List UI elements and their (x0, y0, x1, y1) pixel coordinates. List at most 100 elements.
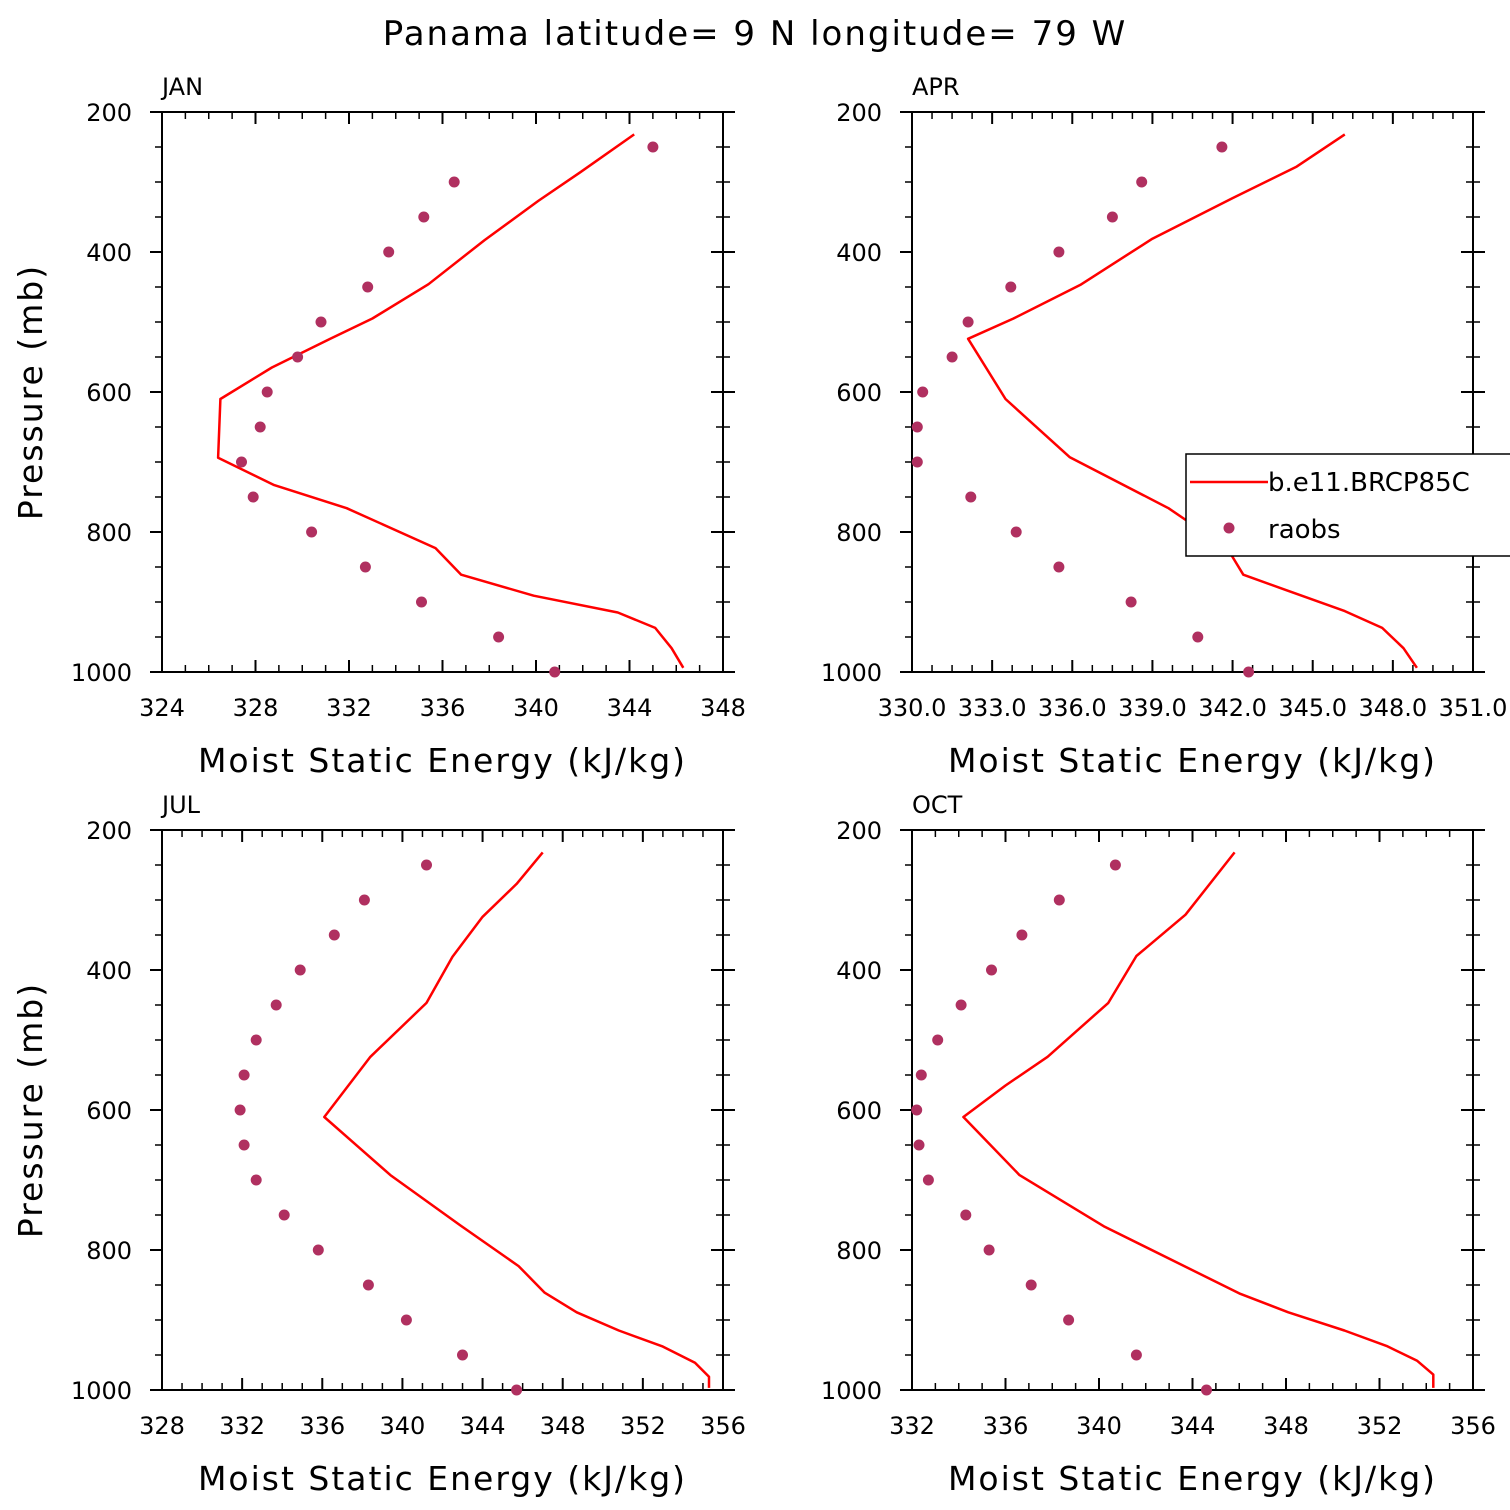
x-tick-label: 348.0 (1358, 694, 1427, 722)
raobs-point (315, 316, 327, 328)
raobs-point (261, 386, 273, 398)
raobs-point (922, 1174, 934, 1186)
x-tick-label: 344 (607, 694, 653, 722)
legend: b.e11.BRCP85C raobs (1185, 453, 1510, 557)
raobs-point (416, 596, 427, 608)
raobs-point (250, 1034, 262, 1046)
raobs-point (913, 1139, 925, 1151)
raobs-point (421, 859, 432, 871)
x-tick-label: 345.0 (1278, 694, 1347, 722)
model-line (962, 851, 1435, 1388)
raobs-point (1106, 211, 1118, 223)
raobs-point (1216, 141, 1228, 153)
raobs-point (1136, 176, 1148, 188)
raobs-point (1109, 859, 1121, 871)
y-tick-label: 200 (86, 817, 132, 845)
y-tick-label: 400 (86, 957, 132, 985)
raobs-point (254, 421, 266, 433)
raobs-point (247, 491, 259, 503)
plot-frame (911, 111, 1474, 673)
raobs-point (362, 1279, 374, 1291)
y-tick-label: 400 (86, 239, 132, 267)
x-tick-label: 336.0 (1038, 694, 1107, 722)
raobs-point (1201, 1384, 1212, 1396)
raobs-point (292, 351, 304, 363)
x-axis-label: Moist Static Energy (kJ/kg) (198, 741, 687, 780)
y-tick-label: 1000 (821, 659, 882, 687)
x-tick-label: 336 (299, 1412, 345, 1440)
y-tick-label: 800 (836, 519, 882, 547)
x-tick-label: 332 (219, 1412, 265, 1440)
y-tick-label: 1000 (821, 1377, 882, 1405)
x-axis-label: Moist Static Energy (kJ/kg) (948, 741, 1437, 780)
raobs-point (647, 141, 659, 153)
x-tick-label: 333.0 (958, 694, 1027, 722)
raobs-point (236, 456, 247, 468)
panel-title: OCT (912, 791, 963, 819)
raobs-point (238, 1139, 250, 1151)
x-tick-label: 340 (513, 694, 559, 722)
y-tick-label: 800 (86, 1237, 132, 1265)
x-tick-label: 340 (380, 1412, 426, 1440)
x-tick-label: 336 (983, 1412, 1029, 1440)
x-tick-label: 328 (233, 694, 279, 722)
raobs-point (238, 1069, 250, 1081)
raobs-point (1016, 929, 1028, 941)
x-tick-label: 340 (1076, 1412, 1122, 1440)
model-line (966, 133, 1418, 669)
raobs-point (511, 1384, 523, 1396)
x-axis-label: Moist Static Energy (kJ/kg) (948, 1459, 1437, 1498)
raobs-point (911, 456, 923, 468)
x-tick-label: 332 (889, 1412, 935, 1440)
raobs-point (955, 999, 967, 1011)
y-tick-label: 800 (836, 1237, 882, 1265)
x-tick-label: 356 (1450, 1412, 1496, 1440)
x-tick-label: 352 (620, 1412, 666, 1440)
x-tick-label: 330.0 (878, 694, 947, 722)
raobs-point (457, 1349, 468, 1361)
raobs-point (1125, 596, 1137, 608)
raobs-point (1053, 561, 1065, 573)
raobs-point (911, 1104, 923, 1116)
raobs-point (362, 281, 374, 293)
y-tick-label: 800 (86, 519, 132, 547)
figure-title: Panama latitude= 9 N longitude= 79 W (383, 14, 1128, 54)
x-tick-label: 342.0 (1198, 694, 1267, 722)
x-tick-label: 356 (700, 1412, 746, 1440)
plot-frame (911, 829, 1474, 1391)
x-tick-label: 344 (460, 1412, 506, 1440)
x-tick-label: 351.0 (1439, 694, 1508, 722)
raobs-point (911, 421, 923, 433)
panel-title: APR (912, 73, 960, 101)
x-tick-label: 328 (139, 1412, 185, 1440)
raobs-point (1053, 894, 1065, 906)
raobs-point (278, 1209, 290, 1221)
raobs-point (493, 631, 505, 643)
panel-title: JUL (160, 791, 201, 819)
y-tick-label: 1000 (71, 1377, 132, 1405)
x-tick-label: 339.0 (1118, 694, 1187, 722)
panel-jan: 324 328 332 336 340 344 348 200 400 600 800 1000 JAN… (11, 73, 746, 780)
y-tick-label: 400 (836, 239, 882, 267)
y-tick-label: 1000 (71, 659, 132, 687)
raobs-point (962, 316, 974, 328)
panel-apr: 330.0 333.0 336.0 339.0 342.0 345.0 348.0 351.0… (821, 73, 1507, 780)
y-tick-label: 200 (836, 817, 882, 845)
panel-jul: 328 332 336 340 344 348 352 356 200 400 600 800 1000… (11, 791, 746, 1498)
raobs-point (1063, 1314, 1075, 1326)
x-tick-label: 324 (139, 694, 185, 722)
raobs-point (1192, 631, 1204, 643)
raobs-point (1053, 246, 1065, 258)
raobs-point (1243, 666, 1255, 678)
y-tick-label: 200 (86, 99, 132, 127)
raobs-point (448, 176, 460, 188)
y-axis-label: Pressure (mb) (11, 982, 50, 1238)
legend-obs-label: raobs (1268, 515, 1341, 545)
panel-oct: 332 336 340 344 348 352 356 200 400 600 800 1000 OCT… (821, 791, 1496, 1498)
raobs-point (418, 211, 430, 223)
plot-frame (161, 829, 724, 1391)
raobs-point (312, 1244, 324, 1256)
raobs-point (1005, 281, 1017, 293)
y-tick-label: 200 (836, 99, 882, 127)
